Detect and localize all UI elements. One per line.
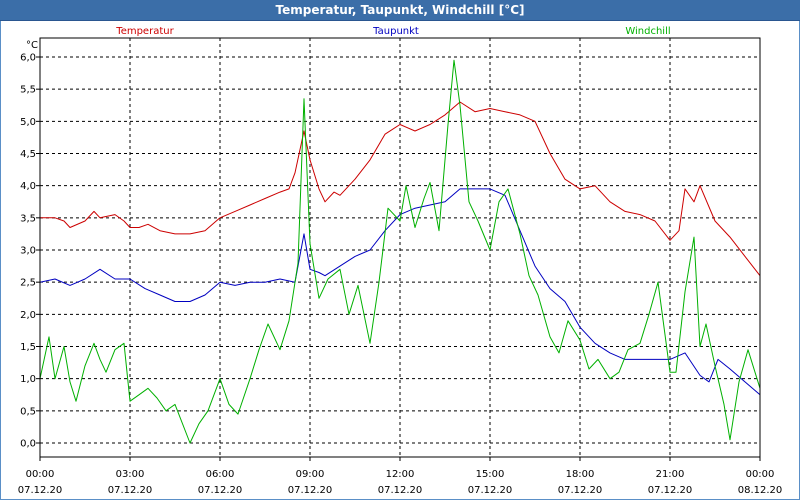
y-tick-label: 1,0 [20, 374, 36, 385]
x-tick-time: 18:00 [566, 469, 595, 480]
x-tick-date: 07.12.20 [198, 485, 243, 496]
y-tick-label: 3,5 [20, 213, 36, 224]
x-tick-time: 03:00 [116, 469, 145, 480]
y-tick-label: 3,0 [20, 246, 36, 257]
x-tick-time: 21:00 [656, 469, 685, 480]
series-group [39, 59, 761, 444]
legend: Temperatur Taupunkt Windchill [115, 26, 670, 37]
y-tick-label: 0,0 [20, 439, 36, 450]
x-tick-date: 07.12.20 [378, 485, 423, 496]
y-tick-label: 5,0 [20, 117, 36, 128]
y-tick-label: 4,5 [20, 149, 36, 160]
x-tick-time: 06:00 [206, 469, 235, 480]
x-tick-time: 09:00 [296, 469, 325, 480]
x-tick-time: 15:00 [476, 469, 505, 480]
y-tick-label: 6,0 [20, 53, 36, 64]
series-line-taupunkt [39, 188, 761, 396]
legend-item-taupunkt: Taupunkt [372, 26, 419, 37]
y-axis-unit: °C [26, 40, 38, 51]
y-tick-label: 4,0 [20, 181, 36, 192]
x-tick-date: 08.12.20 [738, 485, 783, 496]
x-tick-time: 12:00 [386, 469, 415, 480]
y-tick-label: 5,5 [20, 85, 36, 96]
y-tick-label: 1,5 [20, 342, 36, 353]
x-tick-date: 07.12.20 [558, 485, 603, 496]
legend-item-windchill: Windchill [625, 26, 670, 37]
x-tick-time: 00:00 [26, 469, 55, 480]
x-tick-time: 00:00 [746, 469, 775, 480]
y-tick-label: 2,5 [20, 278, 36, 289]
window-title: Temperatur, Taupunkt, Windchill [°C] [0, 0, 800, 21]
x-tick-date: 07.12.20 [108, 485, 153, 496]
legend-item-temperatur: Temperatur [115, 26, 174, 37]
series-line-temperatur [40, 101, 761, 277]
x-tick-date: 07.12.20 [648, 485, 693, 496]
axes: 0,0 0,5 1,0 1,5 2,0 2,5 3,0 3,5 4,0 4,5 5,0 5,5 6,0 °… [18, 40, 783, 496]
x-tick-date: 07.12.20 [468, 485, 513, 496]
grid [40, 38, 760, 457]
x-tick-date: 07.12.20 [18, 485, 63, 496]
x-tick-date: 07.12.20 [288, 485, 333, 496]
series-line-windchill [39, 59, 761, 444]
y-tick-label: 0,5 [20, 406, 36, 417]
y-tick-label: 2,0 [20, 310, 36, 321]
